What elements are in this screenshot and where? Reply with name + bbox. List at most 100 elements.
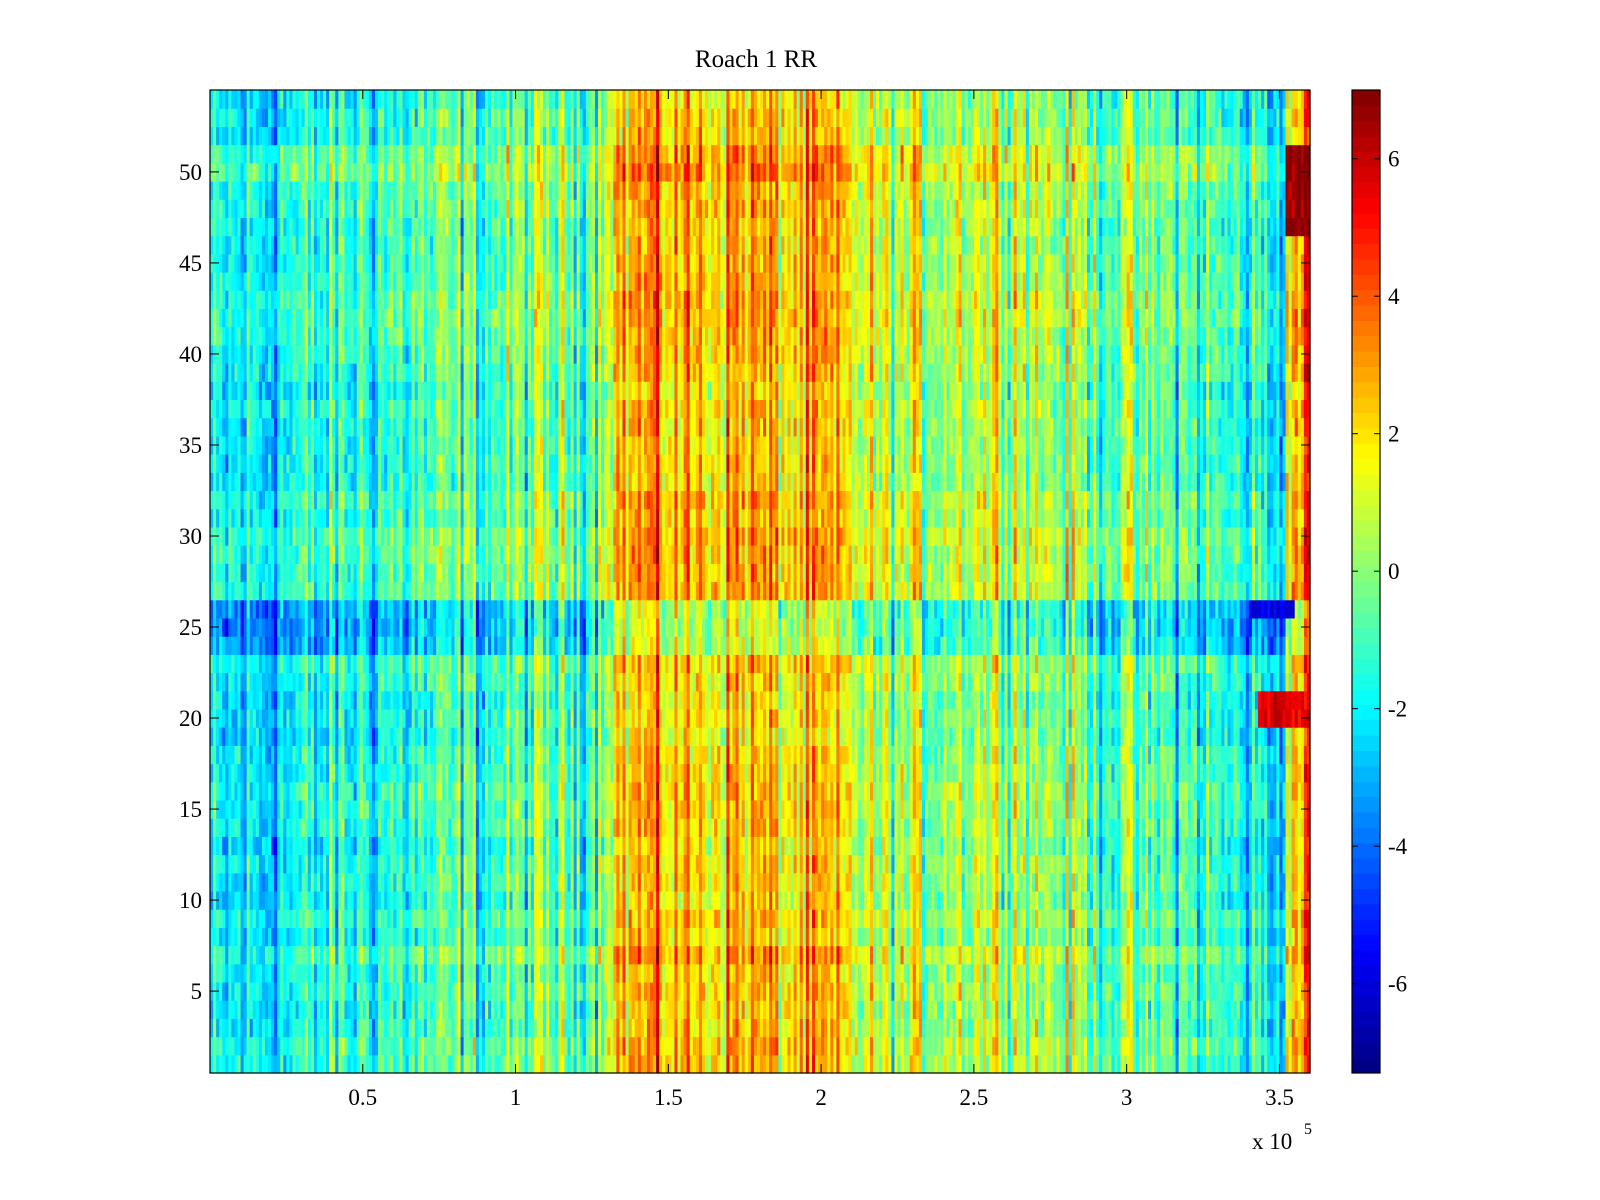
heatmap-cell (292, 636, 297, 655)
heatmap-cell (310, 253, 315, 273)
heatmap-cell (210, 581, 214, 601)
heatmap-cell (258, 981, 263, 1001)
heatmap-cell (219, 217, 223, 237)
heatmap-cell (252, 363, 257, 382)
heatmap-cell (384, 1054, 388, 1074)
heatmap-cell (252, 636, 257, 655)
heatmap-cell (274, 727, 278, 746)
heatmap-cell (381, 526, 385, 546)
heatmap-cell (274, 217, 278, 237)
heatmap-cell (268, 636, 272, 655)
heatmap-cell (283, 818, 287, 837)
heatmap-cell (341, 417, 346, 437)
heatmap-cell (344, 708, 349, 728)
heatmap-cell (344, 563, 349, 583)
heatmap-cell (258, 526, 263, 546)
heatmap-cell (390, 1018, 394, 1038)
heatmap-cell (225, 545, 229, 564)
heatmap-cell (237, 381, 242, 401)
heatmap-cell (332, 854, 336, 874)
heatmap-cell (341, 890, 346, 910)
heatmap-cell (316, 545, 321, 564)
heatmap-cell (313, 435, 318, 455)
heatmap-cell (362, 708, 367, 728)
heatmap-cell (396, 253, 401, 273)
heatmap-cell (338, 927, 342, 947)
heatmap-cell (347, 727, 352, 746)
heatmap-cell (378, 308, 382, 328)
heatmap-cell (295, 818, 300, 837)
heatmap-cell (396, 272, 401, 291)
heatmap-cell (234, 526, 239, 546)
heatmap-cell (231, 799, 236, 819)
heatmap-cell (387, 545, 391, 564)
heatmap-cell (365, 326, 370, 346)
heatmap-cell (246, 235, 251, 255)
heatmap-cell (384, 963, 388, 983)
heatmap-cell (390, 162, 394, 182)
heatmap-cell (387, 654, 391, 674)
heatmap-cell (258, 1036, 263, 1056)
heatmap-cell (292, 818, 297, 837)
heatmap-cell (356, 818, 361, 837)
heatmap-cell (255, 417, 260, 437)
heatmap-cell (310, 545, 315, 564)
heatmap-cell (393, 1054, 397, 1074)
heatmap-cell (210, 1036, 214, 1056)
heatmap-cell (387, 472, 391, 492)
heatmap-cell (375, 490, 379, 510)
heatmap-cell (320, 363, 324, 382)
heatmap-cell (301, 945, 306, 965)
heatmap-cell (362, 654, 367, 674)
heatmap-cell (371, 727, 376, 746)
heatmap-cell (335, 581, 339, 601)
heatmap-cell (307, 472, 312, 492)
heatmap-cell (381, 490, 385, 510)
heatmap-cell (246, 909, 251, 928)
heatmap-cell (240, 253, 245, 273)
heatmap-cell (326, 217, 330, 237)
heatmap-cell (378, 108, 382, 127)
heatmap-cell (362, 526, 367, 546)
heatmap-cell (356, 763, 361, 783)
heatmap-cell (255, 126, 260, 146)
heatmap-cell (255, 599, 260, 619)
heatmap-cell (243, 563, 248, 583)
heatmap-cell (277, 181, 281, 200)
heatmap-cell (313, 417, 318, 437)
heatmap-cell (381, 90, 385, 109)
heatmap-cell (371, 1054, 376, 1074)
heatmap-cell (234, 472, 239, 492)
heatmap-cell (390, 144, 394, 164)
heatmap-cell (240, 454, 245, 473)
heatmap-cell (326, 781, 330, 801)
heatmap-cell (277, 1018, 281, 1038)
chart-title: Roach 1 RR (695, 46, 818, 73)
heatmap-cell (371, 909, 376, 928)
heatmap-cell (338, 636, 342, 655)
heatmap-cell (301, 290, 306, 310)
heatmap-cell (393, 272, 397, 291)
heatmap-cell (313, 890, 318, 910)
heatmap-cell (304, 472, 309, 492)
heatmap-cell (237, 872, 242, 892)
heatmap-cell (323, 108, 327, 127)
heatmap-cell (246, 508, 251, 528)
heatmap-cell (320, 217, 324, 237)
heatmap-cell (301, 217, 306, 237)
heatmap-cell (252, 126, 257, 146)
heatmap-cell (316, 854, 321, 874)
heatmap-cell (234, 490, 239, 510)
heatmap-cell (252, 836, 257, 856)
heatmap-cell (240, 1036, 245, 1056)
heatmap-cell (213, 308, 217, 328)
heatmap-cell (295, 1000, 300, 1019)
heatmap-cell (234, 144, 239, 164)
heatmap-cell (265, 981, 269, 1001)
heatmap-cell (365, 381, 370, 401)
heatmap-cell (341, 909, 346, 928)
heatmap-cell (240, 672, 245, 692)
heatmap-cell (323, 490, 327, 510)
heatmap-cell (213, 836, 217, 856)
heatmap-cell (225, 181, 229, 200)
